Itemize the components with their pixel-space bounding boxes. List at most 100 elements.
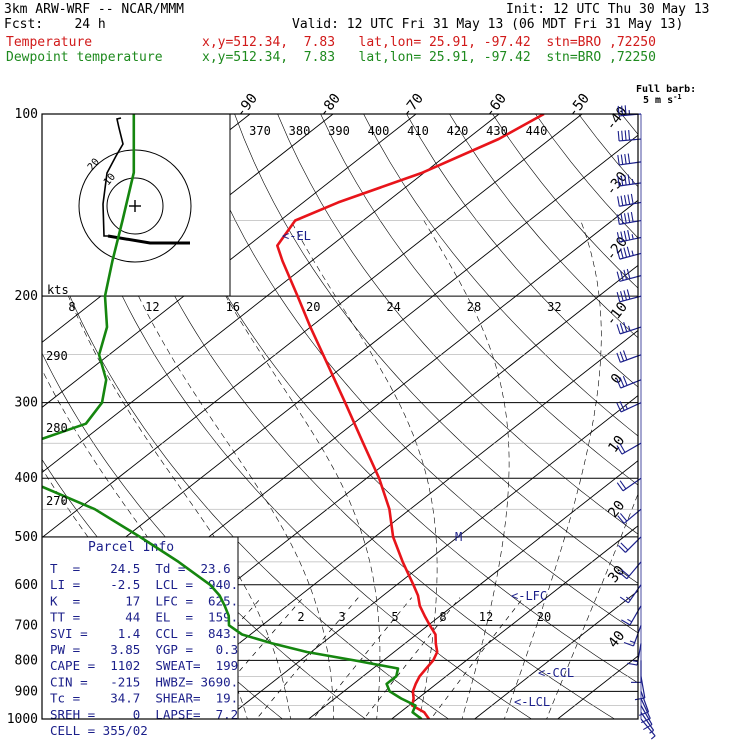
wind-barb-flag — [620, 270, 624, 281]
mixing-ratio-label: 24 — [386, 300, 400, 314]
dry-adiabat-line — [42, 218, 450, 719]
wind-barb-flag — [623, 269, 628, 280]
temperature-line — [276, 114, 545, 719]
wind-barb-flag — [619, 323, 624, 333]
pressure-tick-label: 600 — [15, 578, 38, 593]
mixing-ratio-label: 12 — [145, 300, 159, 314]
barb-key-title: Full barb: — [636, 84, 696, 95]
barb-key-exponent: -1 — [673, 93, 681, 101]
wind-barb-flag — [627, 194, 631, 205]
wind-barb-flag — [627, 618, 633, 623]
wind-barb-flag — [623, 247, 628, 258]
dry-adiabat-label: 270 — [46, 494, 68, 508]
wind-barb-flag — [617, 515, 625, 524]
wind-barb-flag — [620, 195, 624, 206]
wind-barb-flag — [624, 130, 627, 141]
legend-dewpoint-info: x,y=512.34, 7.83 lat,lon= 25.91, -97.42 … — [202, 50, 656, 65]
wind-barb-flag — [630, 193, 634, 204]
hodograph-trace — [102, 117, 124, 237]
wind-barb-flag — [623, 213, 627, 224]
wind-barb-flag — [624, 154, 627, 165]
pressure-tick-label: 500 — [15, 530, 38, 545]
wind-barb-flag — [620, 291, 624, 302]
wind-barb-flag — [617, 214, 620, 225]
mixing-ratio-label: 16 — [226, 300, 240, 314]
wind-barb-flag — [617, 544, 626, 553]
wind-barb-flag — [617, 176, 620, 187]
isotherm-line — [42, 114, 500, 474]
wind-barb-flag — [621, 569, 630, 577]
pressure-tick-label: 800 — [15, 653, 38, 668]
wind-barb — [616, 268, 642, 282]
wind-barb-flag — [619, 443, 626, 453]
theta-label: 400 — [368, 124, 390, 138]
wind-barb-staff — [640, 712, 655, 731]
parcel-info-row: SREH = 0 LAPSE= 7.2 — [50, 707, 238, 722]
lfc-marker: <-LFC — [511, 589, 547, 603]
wind-barb-flag — [617, 154, 620, 166]
isotherm-label: 30 — [605, 563, 628, 586]
wind-barb-staff — [640, 676, 646, 699]
isotherm-label: -70 — [399, 91, 427, 121]
mixing-ratio-label: 8 — [68, 300, 75, 314]
wind-barb-flag — [624, 404, 628, 410]
legend-temperature-info: x,y=512.34, 7.83 lat,lon= 25.91, -97.42 … — [202, 35, 656, 50]
wind-barb-flag — [619, 480, 627, 490]
wind-barb — [640, 712, 655, 734]
wind-barb-flag — [649, 729, 654, 734]
isotherm-label: -20 — [603, 234, 631, 264]
dry-adiabat-line — [62, 114, 533, 719]
isotherm-line — [308, 460, 638, 719]
dry-adiabat-line — [234, 114, 638, 584]
wind-barb-flag — [616, 445, 623, 455]
isotherm-line — [641, 114, 740, 719]
pressure-tick-label: 200 — [15, 289, 38, 304]
wind-barb-flag — [631, 250, 634, 256]
wind-barb — [623, 625, 642, 647]
moist-adiabat-line — [290, 220, 438, 719]
wind-barb-flag — [627, 174, 631, 185]
parcel-info-row: CIN = -215 HWBZ= 3690. — [50, 674, 238, 689]
lcl-marker: <-LCL — [514, 695, 550, 709]
wind-barb-flag — [616, 324, 621, 335]
dry-adiabat-line — [621, 114, 638, 135]
dry-adiabat-line — [320, 114, 638, 486]
dry-adiabat-label: 290 — [46, 349, 68, 363]
dry-adiabat-line — [363, 114, 638, 437]
wind-barb-flag — [618, 571, 628, 580]
wind-barb-flag — [622, 375, 628, 386]
theta-label: 410 — [407, 124, 429, 138]
barb-key-value: 5 m s-1 — [643, 93, 682, 106]
hodograph-trace-low — [107, 234, 190, 245]
dry-adiabat-line — [708, 114, 740, 732]
wind-barb-flag — [621, 619, 631, 626]
legend-temperature-name: Temperature — [6, 35, 93, 50]
wind-barb — [617, 130, 642, 142]
mixing-ratio-label: 8 — [439, 610, 446, 624]
wind-barb-flag — [617, 196, 620, 207]
pressure-tick-label: 700 — [15, 618, 38, 633]
wind-barb-flag — [629, 640, 635, 644]
wind-barb-flag — [620, 231, 624, 242]
isotherm-line — [225, 395, 638, 719]
parcel-info-row: CELL = 355/02 — [50, 723, 148, 738]
wind-barb-flag — [630, 211, 634, 223]
wind-barb-flag — [624, 175, 627, 186]
wind-barb-flag — [619, 351, 625, 362]
wind-barb-flag — [616, 232, 621, 243]
pressure-tick-label: 400 — [15, 471, 38, 486]
mixing-ratio-label: 2 — [297, 610, 304, 624]
parcel-info-row: TT = 44 EL = 159. — [50, 610, 238, 625]
wind-barb-flag — [650, 735, 656, 740]
dry-adiabat-line — [148, 114, 638, 684]
isotherm-label: -80 — [316, 91, 344, 121]
wind-barb — [616, 322, 642, 335]
wind-barb — [617, 193, 642, 207]
isotherm-label: -30 — [603, 169, 631, 199]
parcel-info-row: SVI = 1.4 CCL = 843. — [50, 626, 238, 641]
wind-barb-flag — [625, 596, 631, 601]
pressure-tick-label: 100 — [15, 107, 38, 122]
pressure-tick-label: 900 — [15, 684, 38, 699]
isotherm-label: -60 — [482, 91, 510, 121]
wind-barb-staff — [619, 138, 642, 142]
